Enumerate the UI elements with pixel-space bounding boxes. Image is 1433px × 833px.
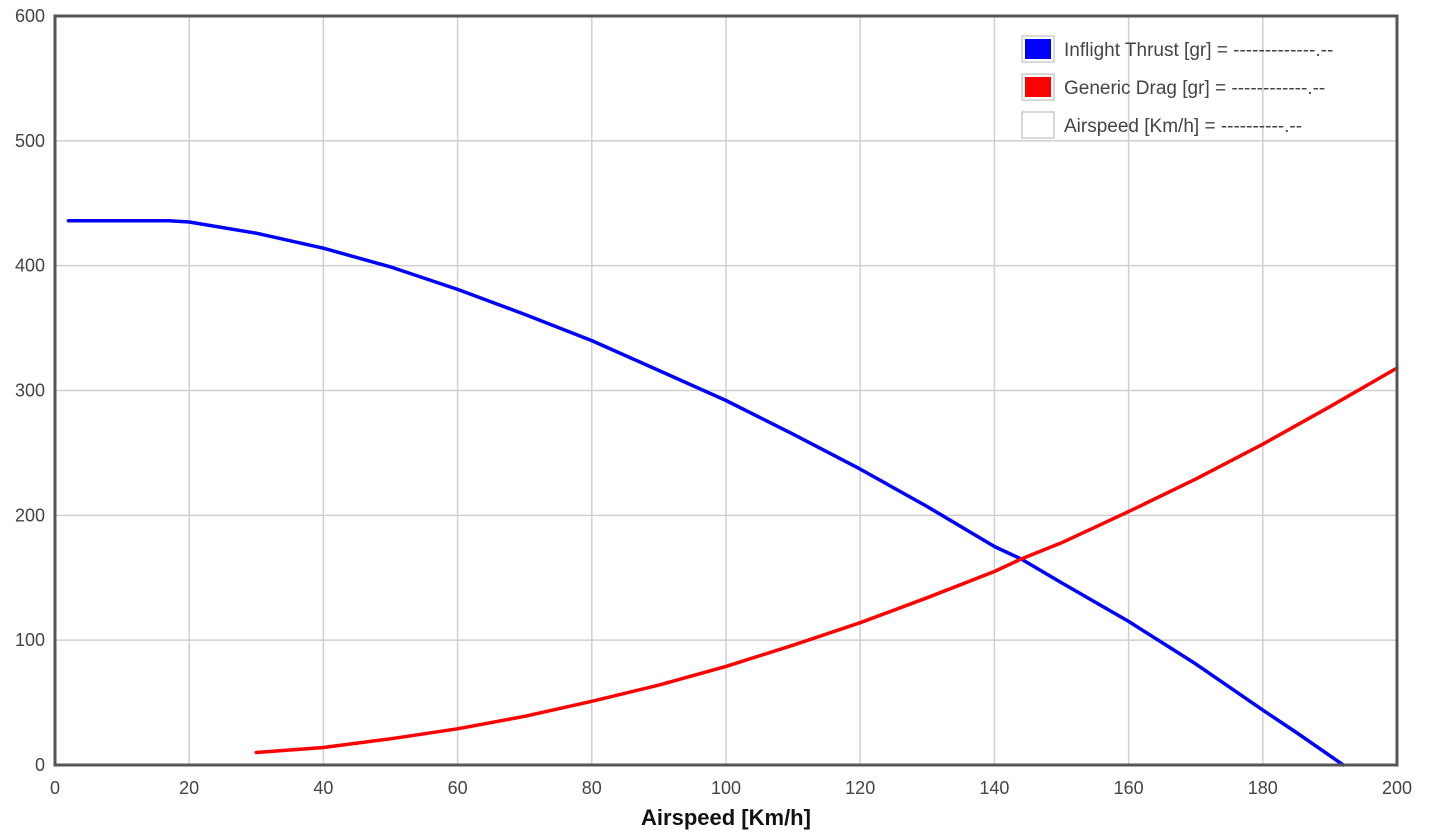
- y-tick-label: 200: [15, 505, 45, 525]
- y-tick-label: 0: [35, 755, 45, 775]
- y-tick-label: 400: [15, 256, 45, 276]
- legend-item: Generic Drag [gr] = ------------.--: [1021, 73, 1325, 101]
- legend-label: Generic Drag [gr] = ------------.--: [1064, 78, 1325, 99]
- series-line-0: [66, 218, 1346, 767]
- legend-label: Airspeed [Km/h] = ----------.--: [1064, 116, 1302, 137]
- x-tick-label: 140: [979, 778, 1009, 798]
- legend: Inflight Thrust [gr] = -------------.-- G…: [1021, 35, 1333, 139]
- chart-series: [66, 218, 1399, 767]
- y-tick-label: 600: [15, 6, 45, 26]
- legend-swatch: [1025, 77, 1051, 97]
- x-tick-label: 100: [711, 778, 741, 798]
- x-tick-label: 0: [50, 778, 60, 798]
- legend-item: Inflight Thrust [gr] = -------------.--: [1021, 35, 1333, 63]
- x-tick-label: 120: [845, 778, 875, 798]
- x-tick-label: 200: [1382, 778, 1412, 798]
- x-tick-label: 160: [1114, 778, 1144, 798]
- x-tick-label: 180: [1248, 778, 1278, 798]
- axis-tick-labels: 0 20 40 60 80 100 120 140 160 180 200 0 100 200 300 400…: [15, 6, 1412, 798]
- x-axis-label: Airspeed [Km/h]: [641, 805, 811, 830]
- plot-frame: [53, 14, 1399, 767]
- y-tick-label: 100: [15, 630, 45, 650]
- y-tick-label: 300: [15, 381, 45, 401]
- x-tick-label: 80: [582, 778, 602, 798]
- legend-swatch: [1025, 115, 1051, 135]
- series-line-1: [254, 366, 1399, 755]
- legend-swatch: [1025, 39, 1051, 59]
- x-tick-label: 40: [313, 778, 333, 798]
- x-tick-label: 60: [448, 778, 468, 798]
- legend-label: Inflight Thrust [gr] = -------------.--: [1064, 40, 1333, 61]
- legend-item: Airspeed [Km/h] = ----------.--: [1021, 111, 1302, 139]
- x-tick-label: 20: [179, 778, 199, 798]
- y-tick-label: 500: [15, 131, 45, 151]
